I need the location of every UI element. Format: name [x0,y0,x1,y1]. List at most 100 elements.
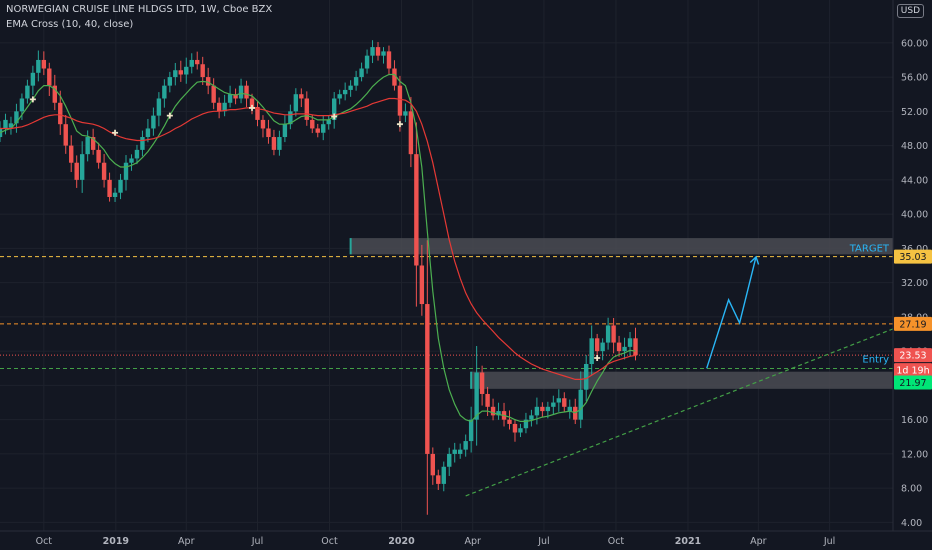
candle-body[interactable] [315,128,320,133]
candle-body[interactable] [578,389,583,420]
ema-10-line[interactable] [0,73,636,423]
candle-body[interactable] [397,85,403,116]
candle-body[interactable] [310,119,315,129]
candle-body[interactable] [129,158,134,163]
entry-zone[interactable] [471,371,893,389]
candle-body[interactable] [293,94,299,112]
candle-body[interactable] [496,411,501,416]
candle-body[interactable] [216,102,222,112]
countdown-price-badge[interactable] [894,363,932,378]
candle-body[interactable] [288,111,293,125]
candle-body[interactable] [36,59,41,73]
projection-path[interactable] [706,256,757,369]
candle-body[interactable] [96,149,101,163]
candle-body[interactable] [282,124,288,138]
candle-body[interactable] [430,453,436,476]
indicator-legend[interactable]: EMA Cross (10, 40, close) [6,19,134,30]
candle-body[interactable] [403,111,408,116]
candle-body[interactable] [447,453,452,467]
candle-body[interactable] [58,102,63,125]
candle-body[interactable] [167,77,173,86]
candle-body[interactable] [184,66,189,75]
candle-body[interactable] [47,68,52,86]
candle-body[interactable] [195,59,200,65]
resistance-price-badge[interactable] [894,316,932,331]
candle-body[interactable] [321,124,326,133]
candle-body[interactable] [364,55,370,69]
candle-body[interactable] [633,338,638,356]
candle-body[interactable] [249,98,255,108]
candle-body[interactable] [540,406,545,412]
candle-body[interactable] [452,449,457,454]
candle-body[interactable] [123,162,129,180]
candle-body[interactable] [25,85,30,99]
candle-body[interactable] [178,70,183,75]
ema-40-line[interactable] [0,97,636,380]
target-zone[interactable] [350,238,894,255]
candle-body[interactable] [90,137,96,150]
price-axis[interactable] [893,0,932,550]
candle-body[interactable] [392,68,397,86]
candle-body[interactable] [14,111,19,124]
candle-body[interactable] [436,475,441,484]
candle-body[interactable] [353,77,359,86]
candle-body[interactable] [441,466,446,484]
candle-body[interactable] [605,325,611,343]
candle-body[interactable] [518,428,523,433]
candle-body[interactable] [101,162,107,180]
candle-body[interactable] [162,85,167,99]
candle-body[interactable] [112,192,118,197]
candle-body[interactable] [19,98,25,112]
candle-body[interactable] [386,51,392,69]
candle-body[interactable] [457,449,463,454]
candle-body[interactable] [381,51,386,56]
candle-body[interactable] [342,89,348,95]
candle-body[interactable] [69,145,74,163]
candle-body[interactable] [244,85,249,99]
target-label[interactable]: TARGET [849,243,890,254]
candle-body[interactable] [616,342,622,352]
ema-cross-marker[interactable] [396,121,403,128]
candle-body[interactable] [151,115,156,129]
candle-body[interactable] [627,338,633,347]
candle-body[interactable] [589,338,594,364]
candle-body[interactable] [551,402,556,407]
candle-body[interactable] [331,98,337,120]
ema-cross-marker[interactable] [112,129,119,136]
candle-body[interactable] [227,94,233,103]
candle-body[interactable] [567,406,572,412]
candle-body[interactable] [205,77,211,86]
ema-cross-marker[interactable] [29,96,36,103]
candle-body[interactable] [375,47,381,56]
candle-body[interactable] [173,70,178,78]
candle-body[interactable] [238,85,244,99]
candle-body[interactable] [468,419,474,442]
ema-cross-marker[interactable] [249,104,256,111]
candle-body[interactable] [52,85,57,103]
candle-body[interactable] [271,137,277,150]
candle-body[interactable] [485,393,490,407]
candle-body[interactable] [594,338,600,352]
candle-body[interactable] [479,372,485,394]
candle-body[interactable] [507,419,512,424]
candle-body[interactable] [622,346,627,352]
candle-body[interactable] [337,94,342,99]
candle-body[interactable] [255,107,260,120]
candle-body[interactable] [30,72,36,86]
candle-body[interactable] [277,137,282,150]
currency-badge[interactable]: USD [896,4,924,18]
candle-body[interactable] [490,406,496,416]
candle-body[interactable] [79,154,85,180]
entry-price-badge[interactable] [894,375,932,390]
candle-body[interactable] [200,64,205,78]
candle-body[interactable] [611,325,616,343]
entry-label[interactable]: Entry [862,355,889,366]
candle-body[interactable] [463,441,468,450]
candle-body[interactable] [562,398,567,407]
candle-body[interactable] [41,59,47,69]
candle-body[interactable] [600,342,605,352]
candle-body[interactable] [74,162,79,180]
candle-body[interactable] [134,149,140,159]
